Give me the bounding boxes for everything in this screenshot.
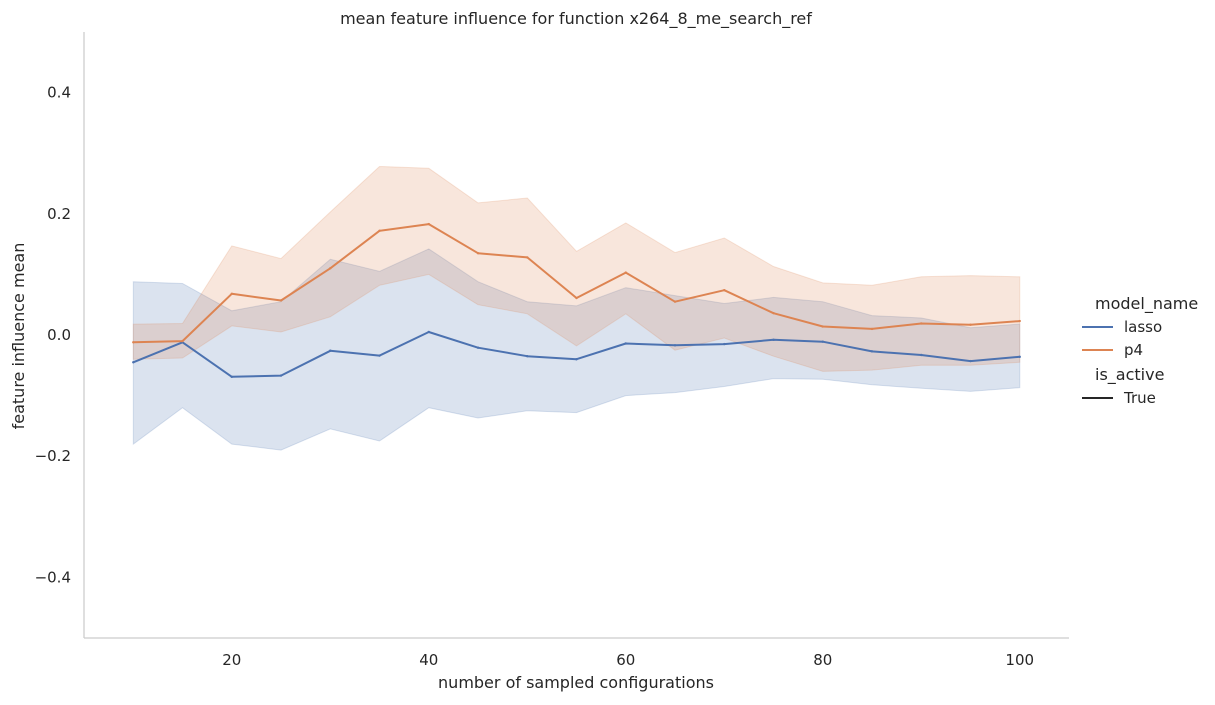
legend: model_name lasso p4 is_active True [1082,294,1198,407]
data-point-lasso [624,342,627,345]
data-point-lasso [427,330,430,334]
data-point-p4 [279,299,283,302]
confidence-bands [132,165,1021,451]
y-tick-label: 0.4 [47,84,71,102]
legend-label-p4: p4 [1124,341,1143,359]
data-point-lasso [230,375,233,379]
x-tick-label: 40 [419,651,438,669]
data-point-p4 [329,267,332,270]
x-axis-ticks: 20 40 60 80 100 [222,651,1034,669]
data-point-p4 [969,323,972,326]
data-point-p4 [821,325,824,328]
legend-style-title: is_active [1095,365,1164,385]
confidence-band-lasso [132,248,1021,451]
data-point-p4 [673,300,677,303]
y-tick-label: −0.4 [35,568,71,586]
data-point-lasso [575,358,578,361]
x-tick-label: 80 [813,651,832,669]
data-point-p4 [870,327,874,331]
series-lines [132,222,1021,379]
data-point-lasso [1018,355,1021,359]
x-tick-label: 20 [222,651,241,669]
data-point-p4 [427,222,430,226]
data-point-lasso [476,346,480,349]
y-axis-label: feature influence mean [9,243,28,430]
data-point-p4 [181,339,184,343]
data-point-lasso [723,342,726,346]
legend-style-entries: True [1082,389,1156,407]
x-tick-label: 100 [1005,651,1034,669]
x-axis-label: number of sampled configurations [438,673,714,692]
data-point-lasso [870,350,874,353]
data-point-p4 [378,229,381,232]
data-point-p4 [723,288,726,292]
data-point-p4 [132,341,135,344]
data-point-lasso [920,353,923,357]
data-point-lasso [821,340,824,343]
legend-hue-title: model_name [1095,294,1198,314]
y-tick-label: −0.2 [35,447,71,465]
data-point-p4 [1018,319,1021,323]
data-point-lasso [772,338,775,342]
data-point-lasso [378,354,381,357]
y-axis-ticks: −0.4 −0.2 0.0 0.2 0.4 [35,84,71,587]
data-point-p4 [526,256,529,259]
data-point-lasso [132,361,135,364]
data-point-lasso [969,359,972,363]
data-point-p4 [230,292,233,295]
data-point-p4 [624,271,627,274]
data-point-p4 [920,322,923,325]
data-point-p4 [476,251,480,255]
chart-title: mean feature influence for function x264… [340,9,812,29]
legend-style-label: True [1123,389,1156,407]
y-tick-label: 0.0 [47,326,71,344]
data-point-p4 [575,296,578,300]
data-point-lasso [329,349,332,352]
y-tick-label: 0.2 [47,205,71,223]
x-tick-label: 60 [616,651,635,669]
data-point-lasso [673,344,677,347]
data-point-lasso [279,374,283,377]
legend-series-entries: lasso p4 [1082,318,1162,359]
data-point-p4 [772,311,775,315]
data-point-lasso [526,355,529,358]
legend-label-lasso: lasso [1124,318,1162,336]
